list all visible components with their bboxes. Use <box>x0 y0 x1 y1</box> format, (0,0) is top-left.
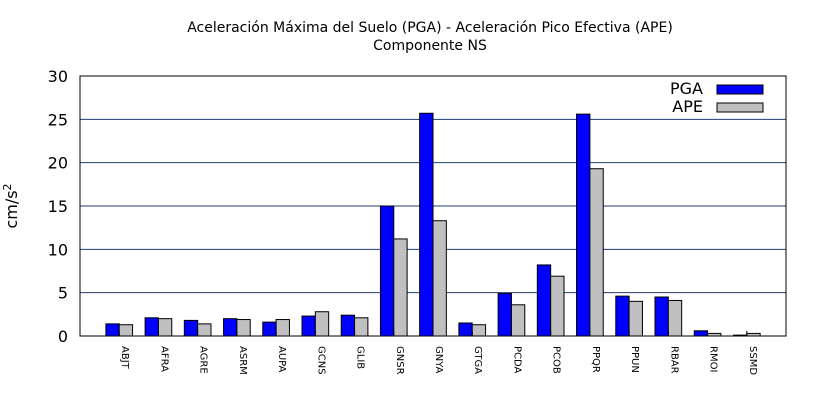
legend-label-ape: APE <box>672 97 703 116</box>
bar-ape-pcob <box>550 275 565 337</box>
bar-pga-gnsr <box>379 205 395 337</box>
bar-pga-aupa <box>262 321 277 337</box>
bar-ape-ppun <box>628 300 643 337</box>
chart-subtitle: Componente NS <box>373 38 487 54</box>
bar-pga-gnya <box>419 112 434 337</box>
bar-pga-gcns <box>301 315 316 337</box>
x-tick-label-ppqr: PPQR <box>590 346 601 373</box>
x-tick-label-gnsr: GNSR <box>394 346 405 375</box>
x-tick-label-gnya: GNYA <box>433 346 444 374</box>
x-tick-label-rmoi: RMOI <box>708 346 719 372</box>
bar-pga-ppun <box>615 295 630 337</box>
x-tick-label-pcob: PCOB <box>551 346 562 374</box>
x-tick-label-ssmd: SSMD <box>747 346 758 375</box>
bar-pga-abjt <box>105 323 120 337</box>
bar-ape-gcns <box>314 311 330 337</box>
bar-ape-gnsr <box>393 238 408 337</box>
y-axis-ticks: 0 5 10 15 20 25 30 <box>48 67 68 346</box>
bar-pga-pcob <box>536 264 552 337</box>
x-tick-label-rbar: RBAR <box>668 346 679 374</box>
bar-ape-pcda <box>510 304 526 337</box>
x-tick-label-glib: GLIB <box>355 346 366 369</box>
y-tick-label: 15 <box>48 197 68 216</box>
x-tick-label-gcns: GCNS <box>315 346 326 375</box>
y-tick-label: 20 <box>48 154 68 173</box>
y-axis-label: cm/s2 <box>1 183 21 228</box>
bar-ape-afra <box>157 318 173 337</box>
y-tick-label: 30 <box>48 67 68 86</box>
x-tick-label-abjt: ABJT <box>119 346 130 370</box>
x-tick-label-afra: AFRA <box>158 346 169 372</box>
bar-pga-glib <box>340 314 356 337</box>
bar-pga-rmoi <box>693 330 709 337</box>
bars-layer <box>105 112 761 337</box>
bar-ape-glib <box>354 317 369 337</box>
bar-ape-asrm <box>236 319 251 337</box>
x-tick-label-gtga: GTGA <box>472 346 483 374</box>
y-axis-label-main: cm/s <box>2 190 21 228</box>
bar-ape-gnya <box>432 220 447 337</box>
chart-title: Aceleración Máxima del Suelo (PGA) - Ace… <box>187 20 673 36</box>
y-axis-label-superscript: 2 <box>1 183 14 190</box>
bar-ape-gtga <box>471 324 487 337</box>
x-tick-label-aupa: AUPA <box>276 346 287 373</box>
x-tick-label-pcda: PCDA <box>511 346 522 374</box>
bar-ape-aupa <box>275 319 290 337</box>
bar-pga-rbar <box>654 296 669 337</box>
bar-pga-ppqr <box>576 113 591 337</box>
legend: PGA APE <box>670 79 764 116</box>
legend-swatch-pga <box>716 84 764 95</box>
bar-ape-abjt <box>118 324 134 337</box>
y-tick-label: 0 <box>58 327 68 346</box>
bar-pga-agre <box>183 319 199 337</box>
y-tick-label: 10 <box>48 240 68 259</box>
x-tick-label-agre: AGRE <box>198 346 209 374</box>
bar-pga-gtga <box>458 322 473 337</box>
bar-ape-rbar <box>667 299 683 337</box>
bar-ape-ppqr <box>589 168 604 337</box>
bar-ape-agre <box>197 323 212 337</box>
legend-swatch-ape <box>716 102 764 113</box>
legend-label-pga: PGA <box>670 79 703 98</box>
bar-pga-pcda <box>497 293 512 337</box>
x-axis-ticks: ABJT AFRA AGRE ASRM AUPA GCNS GLIB GNSR GNYA GTGA… <box>118 331 758 375</box>
y-tick-label: 5 <box>58 284 68 303</box>
x-tick-label-ppun: PPUN <box>629 346 640 373</box>
bar-pga-asrm <box>223 318 238 337</box>
x-tick-label-asrm: ASRM <box>237 346 248 375</box>
bar-pga-afra <box>144 317 159 337</box>
y-tick-label: 25 <box>48 110 68 129</box>
